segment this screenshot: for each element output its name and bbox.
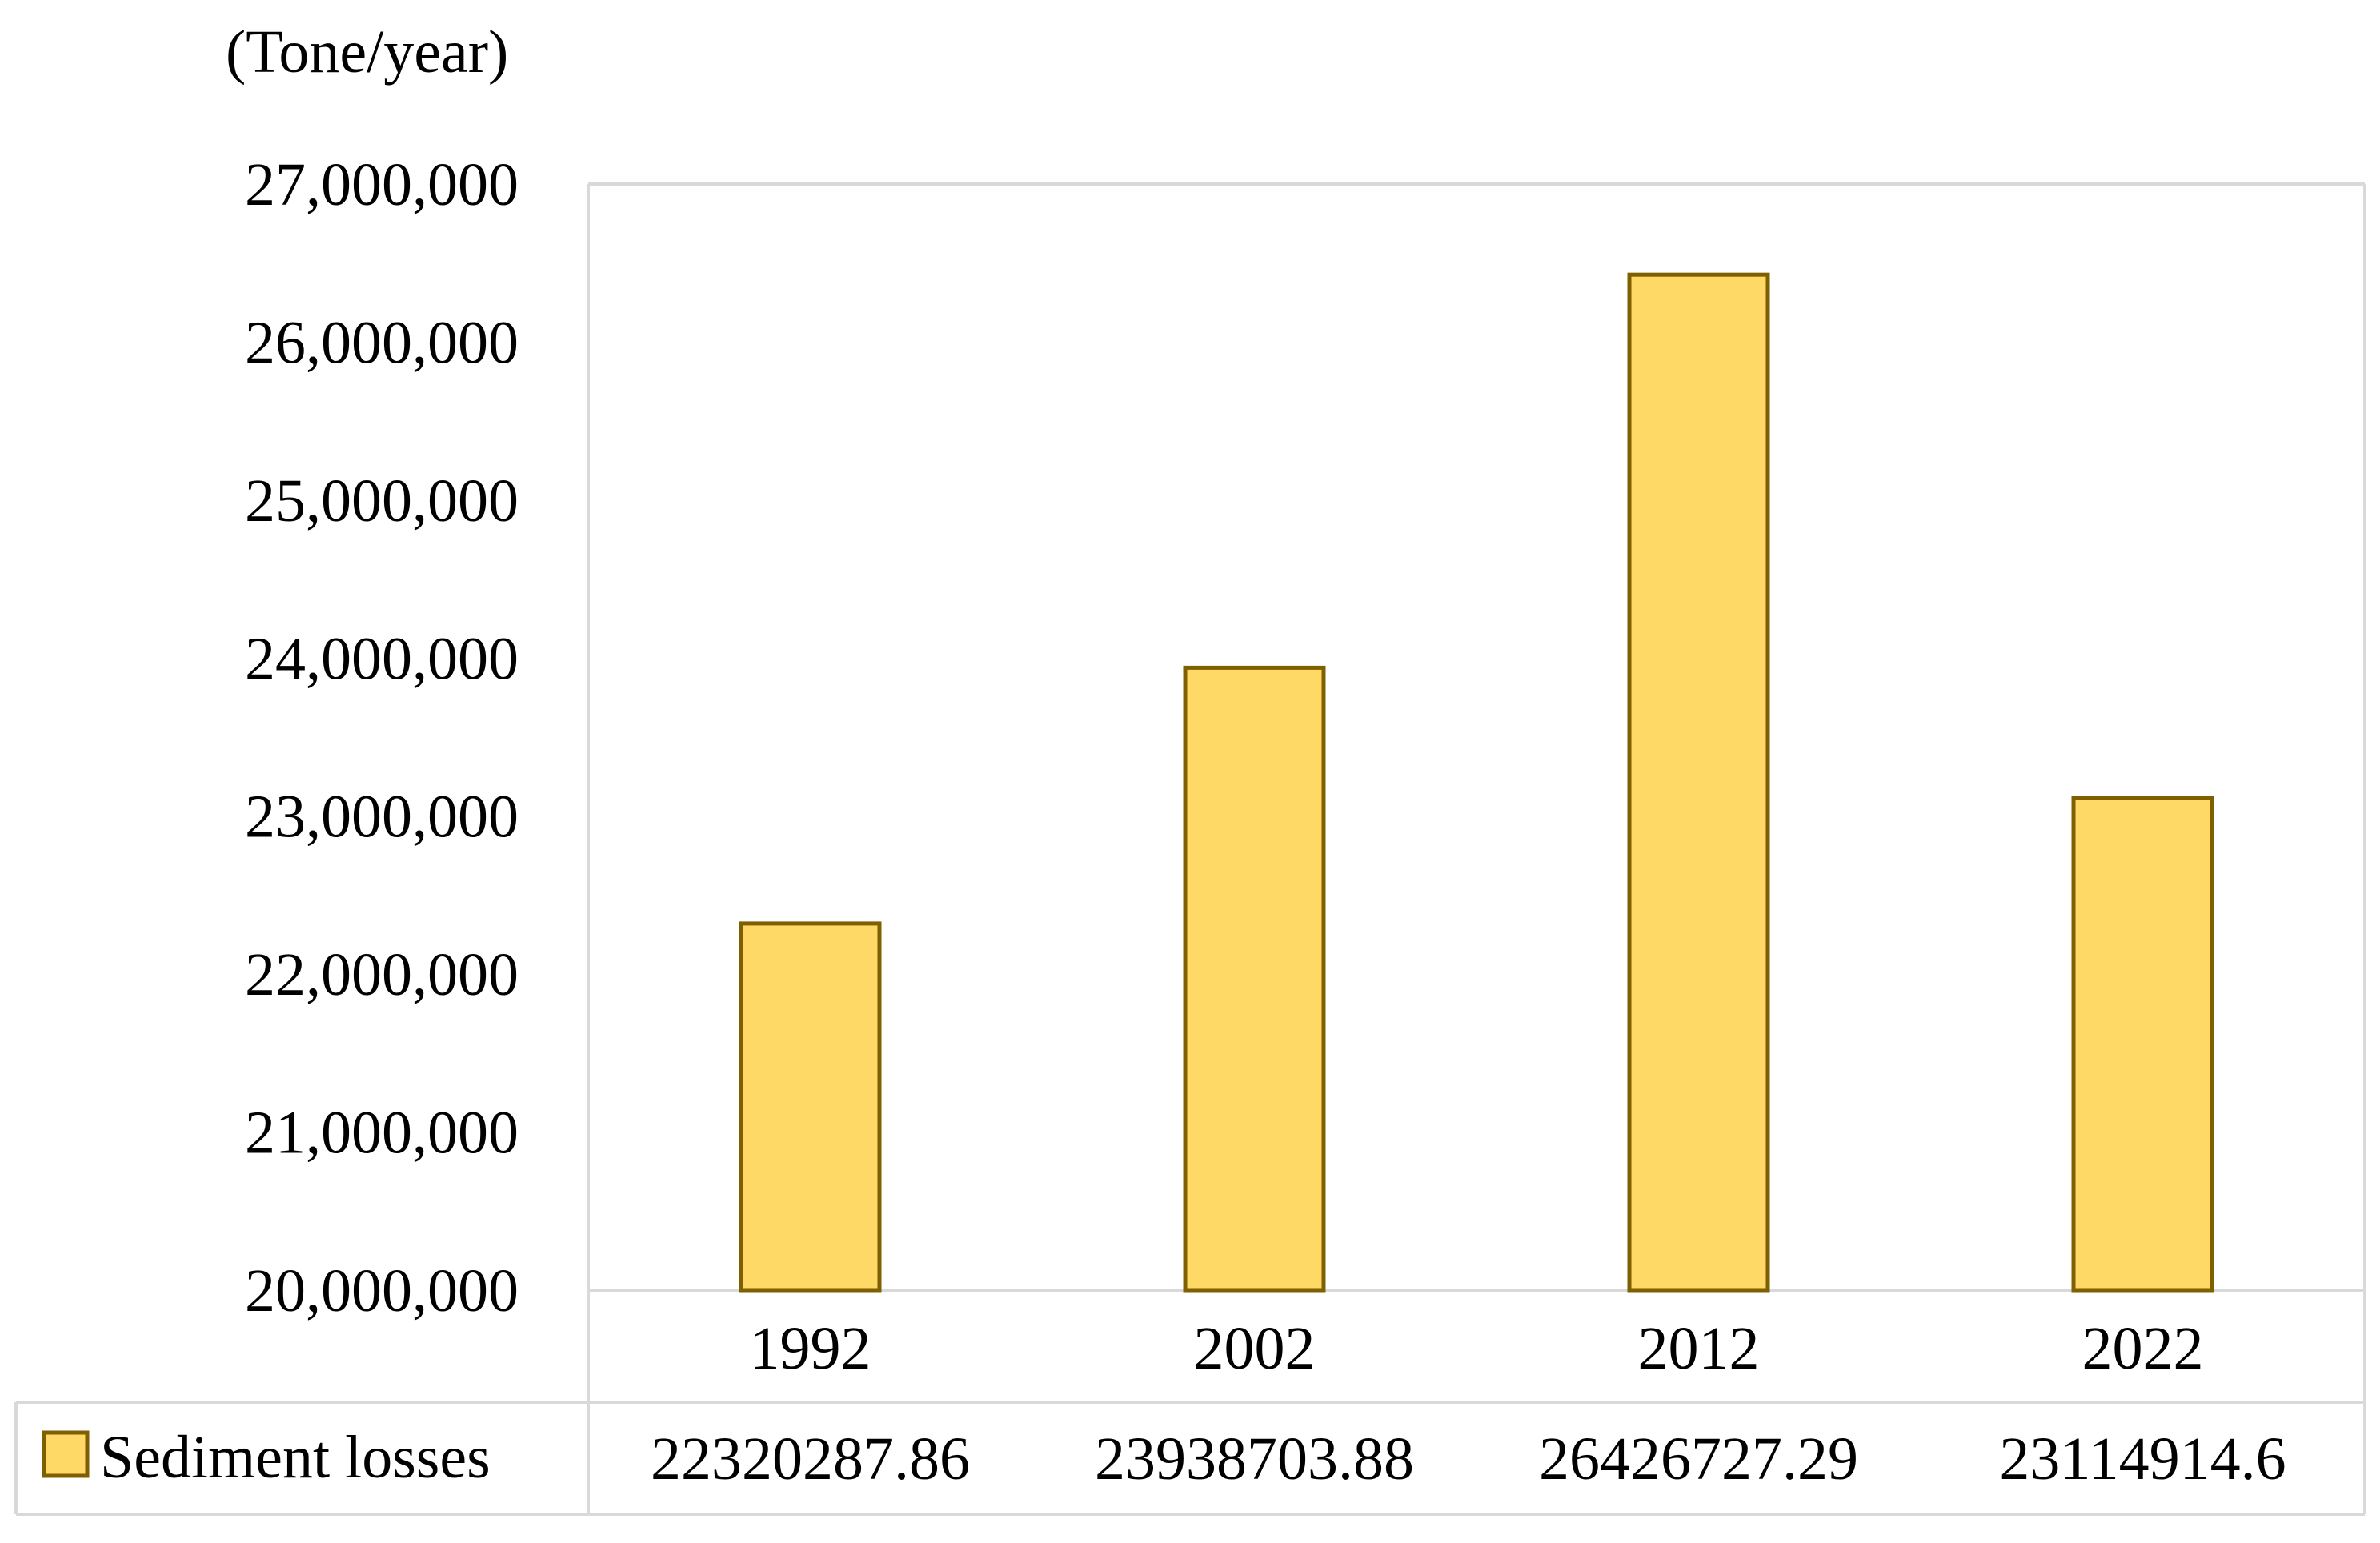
bar-1992 xyxy=(739,921,882,1293)
bar-2012 xyxy=(1627,272,1770,1293)
data-table-value: 23114914.6 xyxy=(1999,1425,2286,1493)
y-tick-label: 22,000,000 xyxy=(245,941,519,1008)
legend-swatch xyxy=(42,1430,90,1478)
bar-2022 xyxy=(2071,796,2214,1293)
x-tick-label: 2012 xyxy=(1638,1315,1760,1382)
data-table-value: 23938703.88 xyxy=(1095,1425,1414,1493)
y-tick-label: 24,000,000 xyxy=(245,625,519,692)
y-axis-unit-label: (Tone/year) xyxy=(226,18,508,86)
x-tick-label: 1992 xyxy=(750,1315,871,1382)
y-tick-label: 23,000,000 xyxy=(245,784,519,851)
x-tick-label: 2022 xyxy=(2082,1315,2204,1382)
data-table-value: 26426727.29 xyxy=(1539,1425,1858,1493)
bar-2002 xyxy=(1183,665,1326,1293)
chart-labels: (Tone/year) 20,000,000 21,000,000 22,000,0… xyxy=(42,18,2286,1493)
x-tick-label: 2002 xyxy=(1194,1315,1316,1382)
y-tick-label: 27,000,000 xyxy=(245,151,519,218)
bars xyxy=(739,272,2214,1293)
y-tick-label: 26,000,000 xyxy=(245,309,519,376)
legend-series-name: Sediment losses xyxy=(100,1424,491,1491)
chart-frame xyxy=(14,182,2366,1516)
y-tick-label: 20,000,000 xyxy=(245,1257,519,1325)
y-tick-label: 21,000,000 xyxy=(245,1100,519,1167)
data-table-value: 22320287.86 xyxy=(651,1425,970,1493)
y-tick-label: 25,000,000 xyxy=(245,467,519,535)
